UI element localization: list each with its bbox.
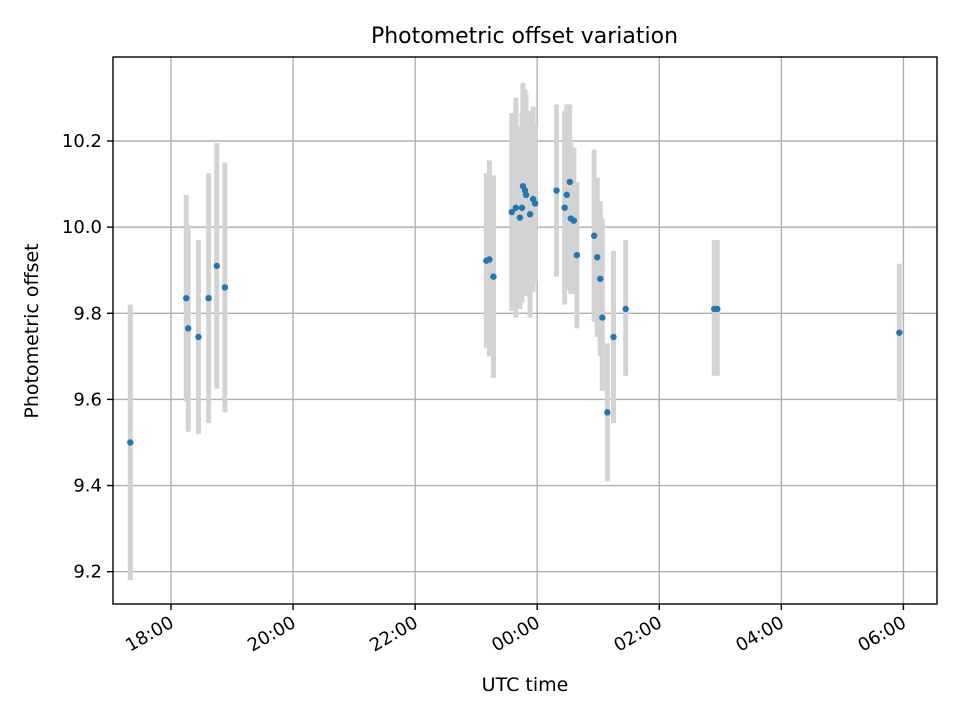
y-axis-label: Photometric offset [21, 243, 43, 418]
plot-frame [112, 56, 938, 605]
data-point [714, 305, 721, 313]
data-point [512, 204, 520, 211]
data-point [195, 333, 202, 341]
data-point [518, 204, 526, 211]
data-point [486, 256, 493, 263]
data-point [896, 329, 903, 336]
data-point [594, 254, 601, 261]
data-point [526, 211, 534, 218]
data-point [205, 294, 212, 302]
data-point [531, 200, 539, 207]
y-tick-label: 10.0 [62, 217, 102, 238]
x-axis-label: UTC time [482, 674, 569, 696]
y-tick-label: 9.6 [73, 389, 102, 410]
data-point [213, 262, 220, 270]
chart-title: Photometric offset variation [371, 24, 678, 49]
y-tick-label: 9.4 [73, 476, 102, 497]
data-point [597, 275, 604, 283]
data-point [590, 232, 598, 239]
y-tick-label: 10.2 [62, 131, 102, 152]
data-point [508, 208, 515, 216]
data-point [490, 273, 497, 280]
y-tick-label: 9.8 [73, 303, 102, 324]
data-point [610, 333, 617, 341]
data-point [183, 294, 190, 302]
data-point [563, 191, 570, 199]
data-point [522, 191, 530, 199]
point-layer [127, 178, 903, 446]
y-tick-label: 9.2 [73, 562, 102, 583]
data-point [561, 204, 568, 211]
data-point [622, 305, 629, 313]
data-point [599, 314, 606, 321]
data-point [185, 325, 192, 332]
data-point [570, 217, 578, 224]
data-point [566, 178, 573, 186]
data-point [553, 187, 560, 194]
data-point [573, 251, 581, 259]
data-point [516, 214, 524, 221]
data-point [221, 284, 229, 291]
data-point [604, 409, 611, 416]
data-point [127, 439, 134, 446]
